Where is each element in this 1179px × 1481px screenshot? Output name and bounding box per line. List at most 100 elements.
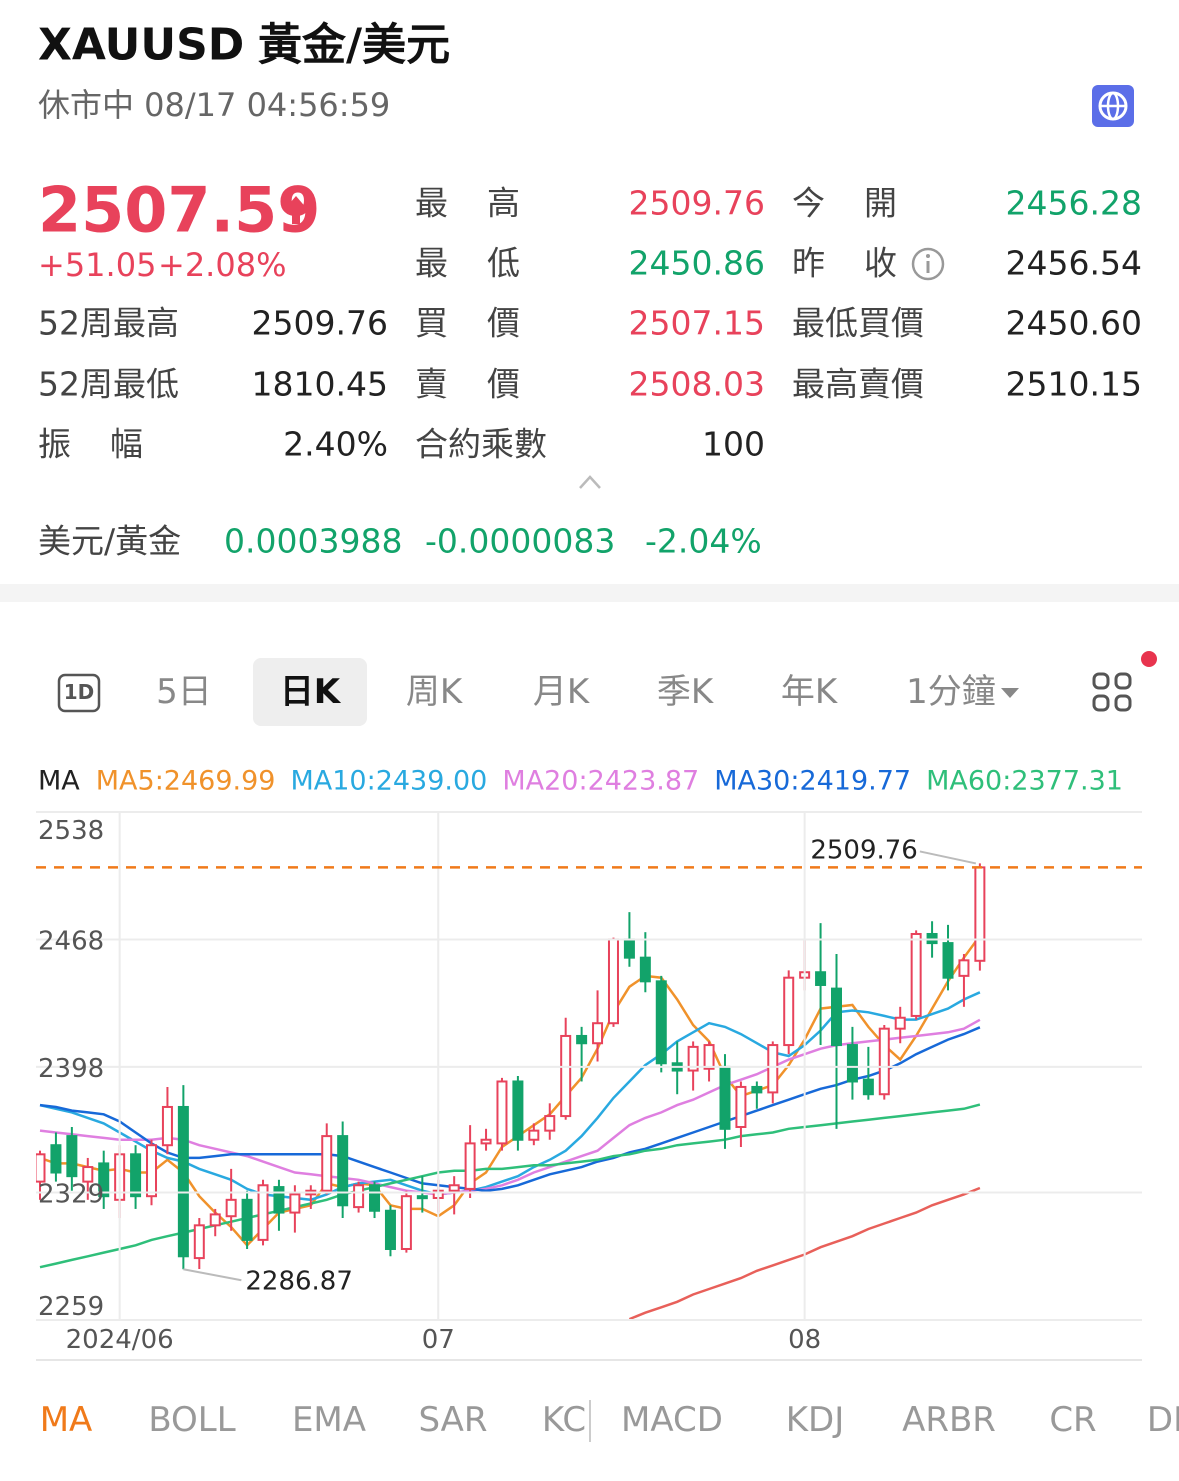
indicator-tab[interactable]: MA <box>40 1400 93 1440</box>
candle-body <box>974 866 986 962</box>
indicator-tab[interactable]: KDJ <box>786 1400 845 1440</box>
stat-value: 2450.60 <box>1006 304 1142 343</box>
candle-body <box>894 1016 906 1030</box>
candle-body <box>50 1144 62 1174</box>
stat-value: 2509.76 <box>629 184 765 223</box>
candle-body <box>831 987 842 1047</box>
period-tab[interactable]: 5日 <box>156 672 212 712</box>
candle-body <box>146 1144 158 1198</box>
legend-entry: MA20:2423.87 <box>502 766 699 797</box>
candle-body <box>337 1135 349 1207</box>
up-arrow <box>284 196 308 224</box>
inverse-change-percent: -2.04% <box>645 522 762 561</box>
symbol: XAUUSD <box>38 20 244 71</box>
x-tick-label: 07 <box>422 1325 455 1355</box>
inverse-change: -0.0000083 <box>425 522 615 561</box>
candle-body <box>416 1195 428 1200</box>
candle-body <box>161 1105 173 1147</box>
indicator-tab[interactable]: EMA <box>292 1400 366 1440</box>
y-tick-label: 2398 <box>38 1054 104 1084</box>
candle-body <box>687 1045 699 1072</box>
indicator-tab[interactable]: ARBR <box>902 1400 996 1440</box>
stat-label: 最低買價 <box>792 304 924 343</box>
stat-value: 2509.76 <box>252 304 388 343</box>
period-tab[interactable]: 周K <box>406 672 464 712</box>
legend-entry: MA60:2377.31 <box>926 766 1123 797</box>
candle-body <box>528 1129 540 1141</box>
stat-value: 2507.15 <box>629 304 765 343</box>
stat-value: 2.40% <box>283 425 388 464</box>
candle-body <box>384 1209 396 1250</box>
period-tab[interactable]: 日K <box>280 672 342 712</box>
candle-body <box>783 976 795 1047</box>
period-tab[interactable]: 1分鐘 <box>906 672 996 712</box>
candle-body <box>639 956 651 983</box>
ma-line <box>39 1018 981 1196</box>
ma-line <box>39 991 981 1202</box>
candle-body <box>607 938 619 1025</box>
stat-value: 2456.28 <box>1006 184 1142 223</box>
info-icon[interactable] <box>911 247 945 281</box>
candle-body <box>289 1193 301 1214</box>
candle-body <box>719 1065 731 1130</box>
x-tick-label: 2024/06 <box>66 1325 174 1355</box>
candle-body <box>878 1027 890 1096</box>
collapse-caret[interactable] <box>579 475 601 489</box>
stat-value: 2508.03 <box>629 365 765 404</box>
stat-label: 合約乘數 <box>415 425 547 464</box>
legend-entry: MA10:2439.00 <box>290 766 487 797</box>
high-label: 2509.76 <box>810 835 918 865</box>
candle-body <box>464 1142 476 1190</box>
candle-body <box>735 1085 747 1128</box>
change-percent: +2.08% <box>158 246 286 284</box>
candle-body <box>512 1080 524 1141</box>
period-tab[interactable]: 1D <box>64 680 95 704</box>
candle-body <box>273 1186 285 1214</box>
candle-body <box>623 938 635 959</box>
indicator-tab[interactable]: DI <box>1147 1400 1179 1440</box>
indicator-tab[interactable]: CR <box>1049 1400 1096 1440</box>
indicator-tab[interactable]: SAR <box>418 1400 487 1440</box>
stat-value: 100 <box>702 425 765 464</box>
instrument-name: 黃金/美元 <box>258 20 450 71</box>
candle-body <box>544 1115 556 1132</box>
annotation-leader <box>919 850 977 865</box>
stat-label: 52周最低 <box>38 365 179 404</box>
indicator-tab[interactable]: BOLL <box>148 1400 235 1440</box>
layout-button[interactable] <box>1092 672 1132 712</box>
stat-value: 2510.15 <box>1006 365 1142 404</box>
candle-body <box>193 1224 205 1260</box>
indicator-tab[interactable]: MACD <box>621 1400 723 1440</box>
globe-button[interactable] <box>1092 85 1134 127</box>
candle-body <box>36 1153 46 1183</box>
y-tick-label: 2468 <box>38 926 104 956</box>
period-tab[interactable]: 月K <box>533 672 591 712</box>
stat-value: 2450.86 <box>629 244 765 283</box>
annotation-leader <box>183 1268 242 1282</box>
selected-tab-bg <box>253 658 367 726</box>
y-tick-label: 2538 <box>38 816 104 846</box>
indicator-tabs: MA BOLL EMA SAR KC MACD KDJ ARBR CR DI <box>40 1400 1179 1440</box>
inverse-label: 美元/黃金 <box>38 522 181 561</box>
candle-body <box>209 1213 221 1227</box>
candle-body <box>862 1078 874 1096</box>
dropdown-triangle[interactable] <box>1001 688 1019 698</box>
candle-body <box>448 1184 460 1192</box>
period-tab[interactable]: 年K <box>781 672 839 712</box>
period-tab[interactable]: 季K <box>657 672 715 712</box>
candle-body <box>815 971 827 986</box>
stat-value: 2456.54 <box>1006 244 1142 283</box>
candle-body <box>560 1034 572 1118</box>
candle-body <box>767 1044 779 1094</box>
price: 2507.59 <box>38 174 320 247</box>
candle-body <box>942 942 954 979</box>
indicator-tab[interactable]: KC <box>542 1400 586 1440</box>
stat-label: 最高賣價 <box>792 365 924 404</box>
candle-body <box>703 1044 715 1070</box>
y-tick-label: 2259 <box>38 1292 104 1322</box>
stat-label: 52周最高 <box>38 304 179 343</box>
candle-body <box>177 1105 189 1258</box>
candle-body <box>480 1138 492 1145</box>
candle-body <box>98 1162 110 1198</box>
